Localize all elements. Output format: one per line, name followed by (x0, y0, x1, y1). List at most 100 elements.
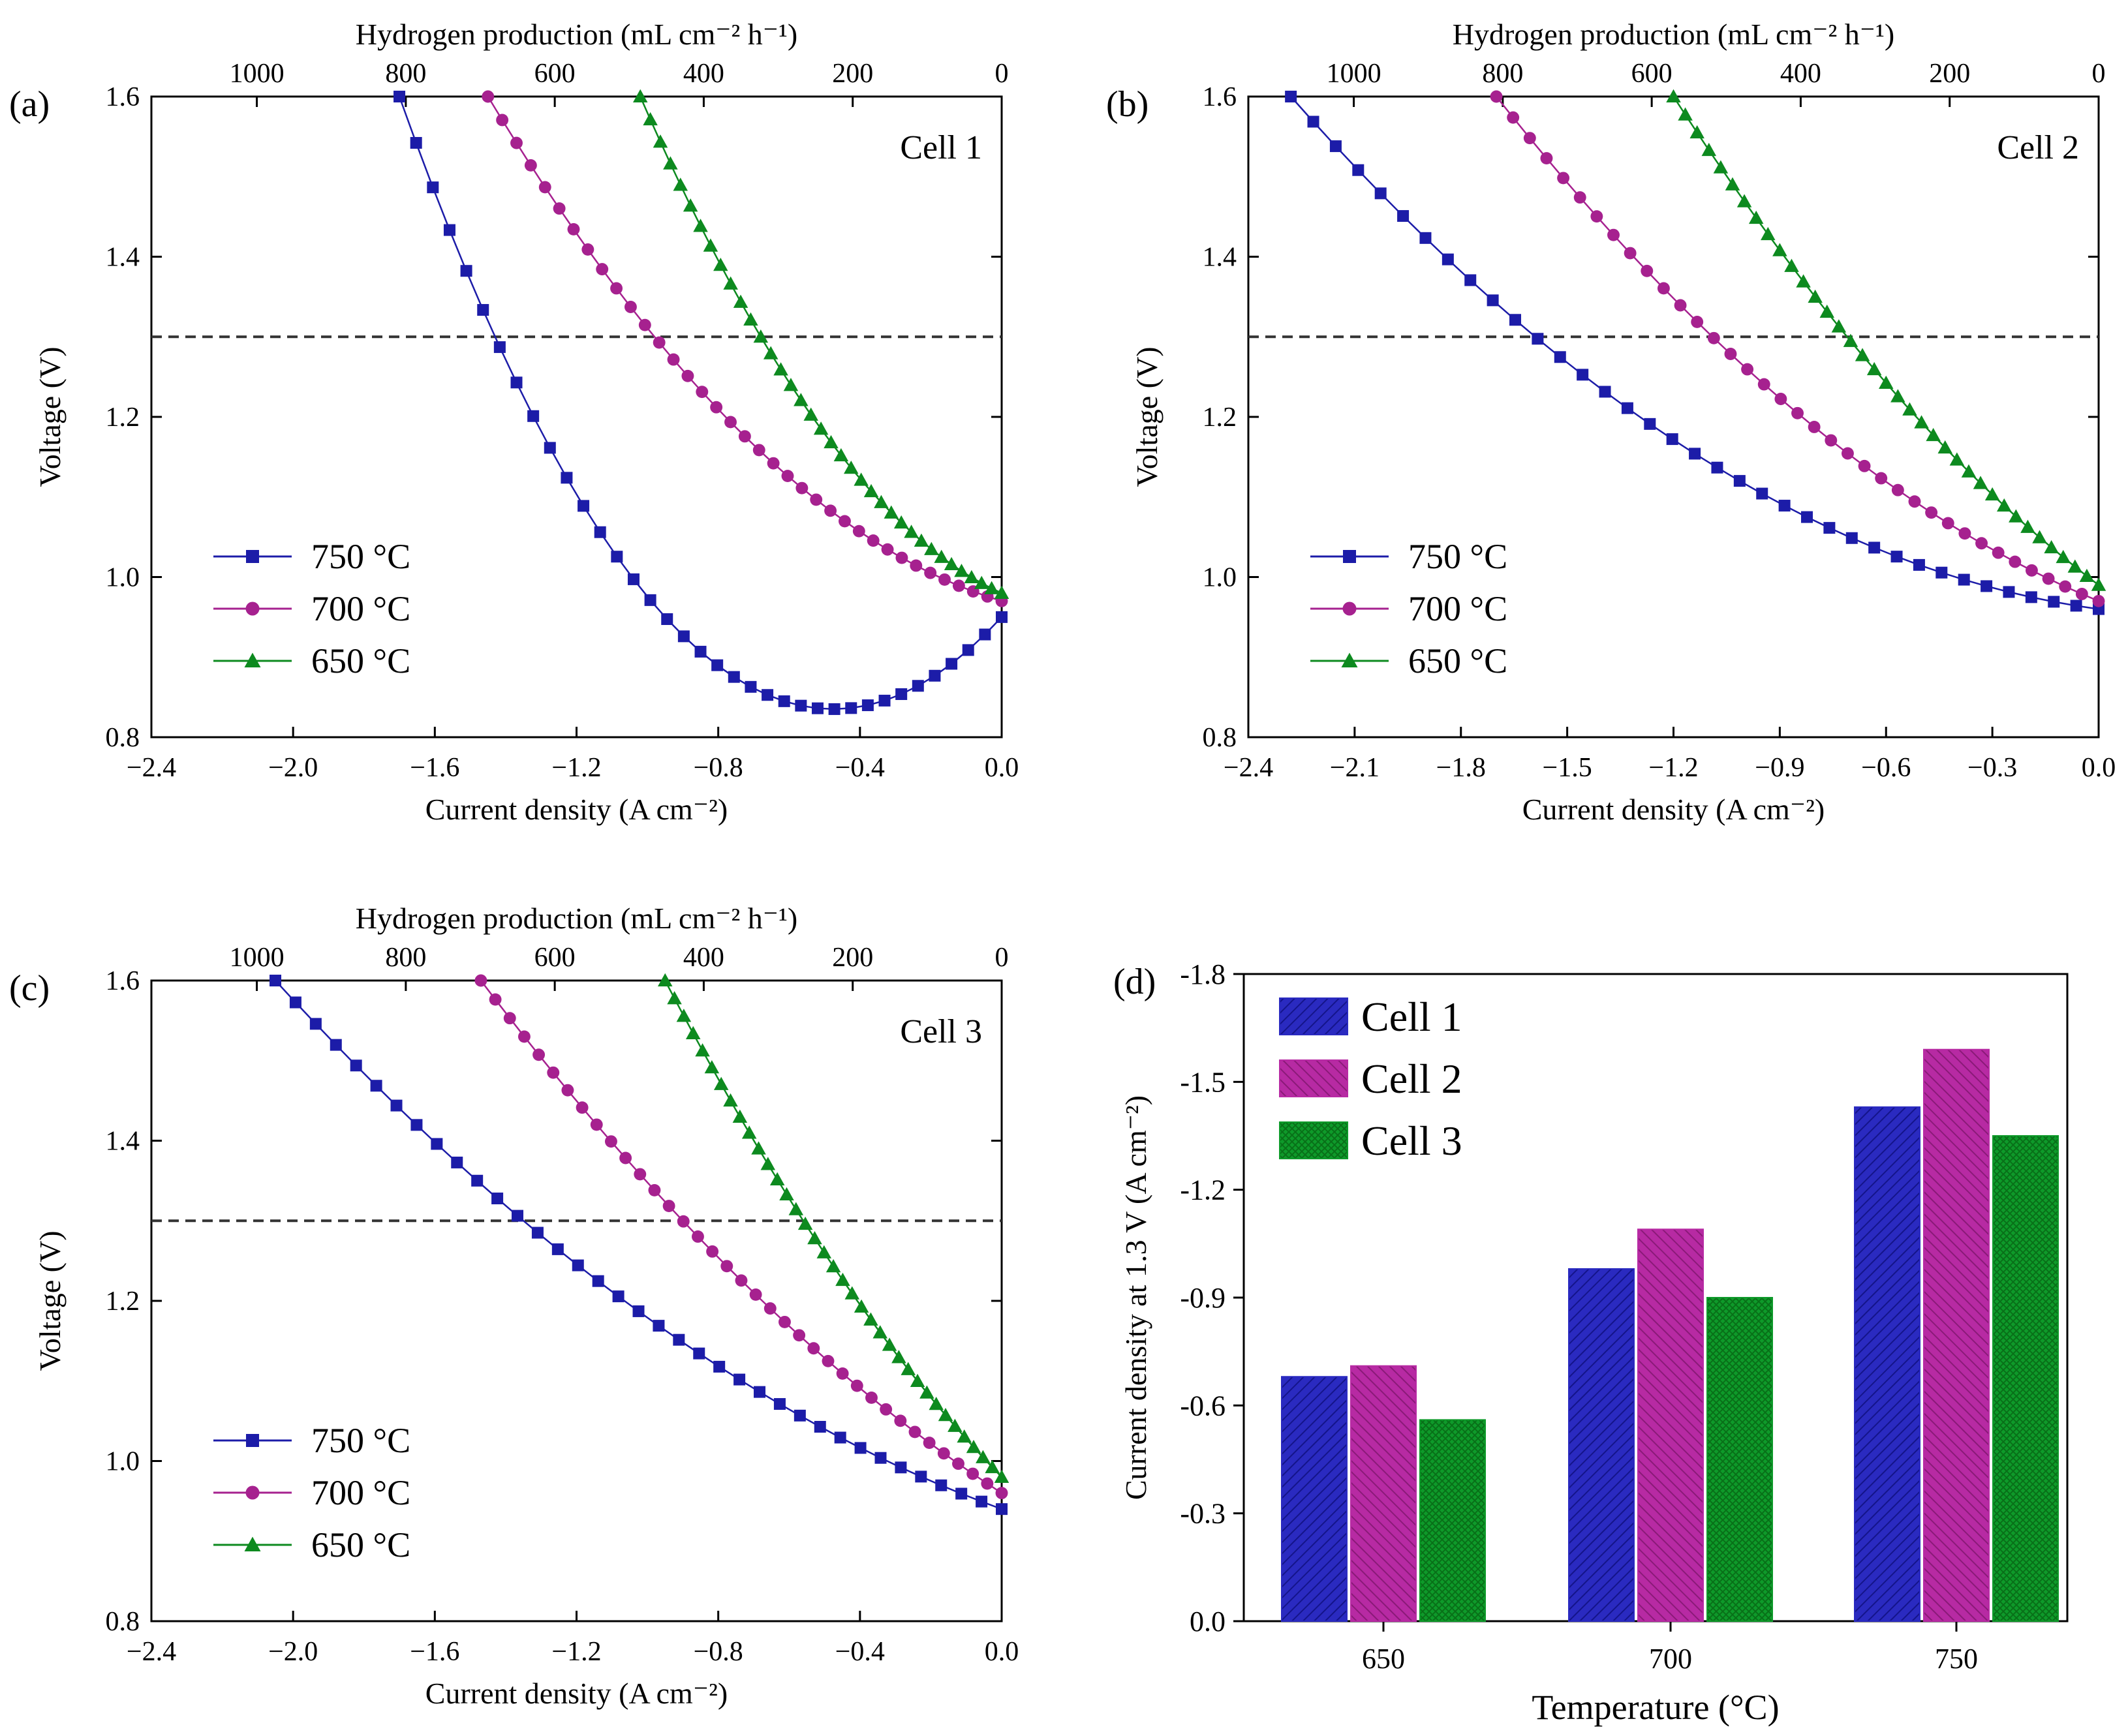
legend-label: 650 °C (311, 1525, 410, 1564)
data-point (517, 1030, 531, 1043)
data-point (427, 181, 439, 194)
panel-b: −2.4 −2.1 −1.8 −1.5 −1.2 −0.9 −0.6 −0.3 0.0 0.8 1.… (1106, 18, 2116, 826)
y-axis-title: Current density at 1.3 V (A cm⁻²) (1119, 1095, 1152, 1500)
data-point (810, 493, 823, 506)
legend-marker (1341, 652, 1358, 667)
series-line (1496, 96, 2099, 602)
top-tick-label: 200 (832, 943, 873, 973)
data-point (803, 407, 818, 421)
data-point (1891, 483, 1904, 496)
data-point (2025, 564, 2038, 577)
series-750c (270, 975, 1008, 1515)
data-point (2042, 572, 2055, 585)
data-point (610, 282, 623, 295)
series-line (480, 980, 1002, 1494)
data-point (996, 611, 1008, 623)
y-axis-title: Voltage (V) (33, 1230, 67, 1371)
data-point (914, 533, 929, 547)
data-point (745, 680, 757, 693)
data-point (966, 1467, 979, 1480)
data-point (813, 421, 829, 435)
data-point (854, 1442, 867, 1454)
data-point (491, 1192, 504, 1204)
data-point (814, 1421, 826, 1433)
data-point (561, 472, 573, 484)
legend-label: 700 °C (311, 1473, 410, 1512)
data-point (681, 369, 694, 382)
data-point (2009, 555, 2022, 568)
series-650c (657, 973, 1010, 1484)
data-point (578, 500, 590, 512)
data-point (2025, 591, 2037, 603)
data-point (1890, 551, 1903, 563)
x-tick-label: −2.1 (1330, 753, 1380, 783)
y-tick-label: 1.4 (106, 1127, 140, 1157)
data-point (653, 336, 666, 349)
top-tick-label: 600 (534, 943, 576, 973)
x-tick-label: −0.3 (1967, 753, 2017, 783)
data-point (524, 159, 537, 172)
top-tick-label: 1000 (230, 59, 285, 89)
data-point (1657, 282, 1670, 295)
data-point (1808, 289, 1823, 303)
legend-marker (244, 1536, 261, 1551)
y-tick-label: 1.2 (106, 1287, 140, 1317)
data-point (2070, 600, 2082, 612)
top-tick-label: 600 (534, 59, 576, 89)
top-tick-label: 1000 (230, 943, 285, 973)
data-point (1307, 115, 1319, 128)
top-axis-title: Hydrogen production (mL cm⁻² h⁻¹) (1453, 18, 1894, 51)
x-tick-label: −1.2 (551, 1637, 601, 1667)
data-point (1557, 172, 1570, 185)
data-point (954, 564, 969, 577)
bar-cell2-700 (1637, 1228, 1704, 1622)
data-point (673, 177, 688, 191)
data-point (713, 1076, 729, 1090)
data-point (874, 495, 889, 508)
legend-label: 750 °C (311, 537, 410, 576)
data-point (1733, 475, 1746, 487)
data-point (309, 1018, 322, 1030)
data-point (937, 1447, 950, 1460)
data-point (1490, 90, 1503, 103)
x-tick-label: −0.8 (694, 753, 743, 783)
data-point (510, 136, 523, 149)
series-750c (393, 91, 1008, 715)
data-point (667, 353, 680, 366)
data-point (667, 991, 682, 1005)
data-point (632, 89, 648, 102)
data-point (1621, 402, 1633, 414)
data-point (807, 1230, 822, 1245)
bar-cell1-750 (1854, 1106, 1920, 1622)
data-point (994, 1469, 1010, 1484)
data-point (935, 1479, 948, 1491)
data-point (1666, 433, 1678, 446)
x-tick-label: −1.6 (410, 753, 459, 783)
x-tick-label: −0.4 (835, 753, 885, 783)
panel-label: (b) (1106, 84, 1149, 125)
data-point (741, 1125, 757, 1139)
data-point (1689, 125, 1704, 139)
data-point (350, 1059, 362, 1072)
data-point (948, 1418, 963, 1432)
x-axis-title: Current density (A cm⁻²) (1522, 793, 1825, 826)
data-point (289, 996, 301, 1009)
data-point (1914, 415, 1929, 429)
y-tick-label: 0.0 (1190, 1606, 1226, 1637)
legend-marker (246, 550, 259, 563)
data-point (924, 566, 937, 579)
data-point (880, 1403, 893, 1416)
data-point (1875, 472, 1888, 485)
data-point (788, 1202, 804, 1215)
data-point (567, 222, 580, 236)
series-700c (482, 90, 1008, 607)
data-point (825, 1258, 841, 1273)
legend-marker (245, 1485, 260, 1500)
y-tick-label: 1.6 (106, 82, 140, 112)
y-tick-label: 1.2 (1203, 403, 1237, 433)
y-axis-title: Voltage (V) (1130, 346, 1164, 487)
data-point (685, 1026, 701, 1040)
y-tick-label: 1.4 (1203, 243, 1237, 273)
data-point (822, 1354, 835, 1367)
data-point (1992, 546, 2005, 559)
